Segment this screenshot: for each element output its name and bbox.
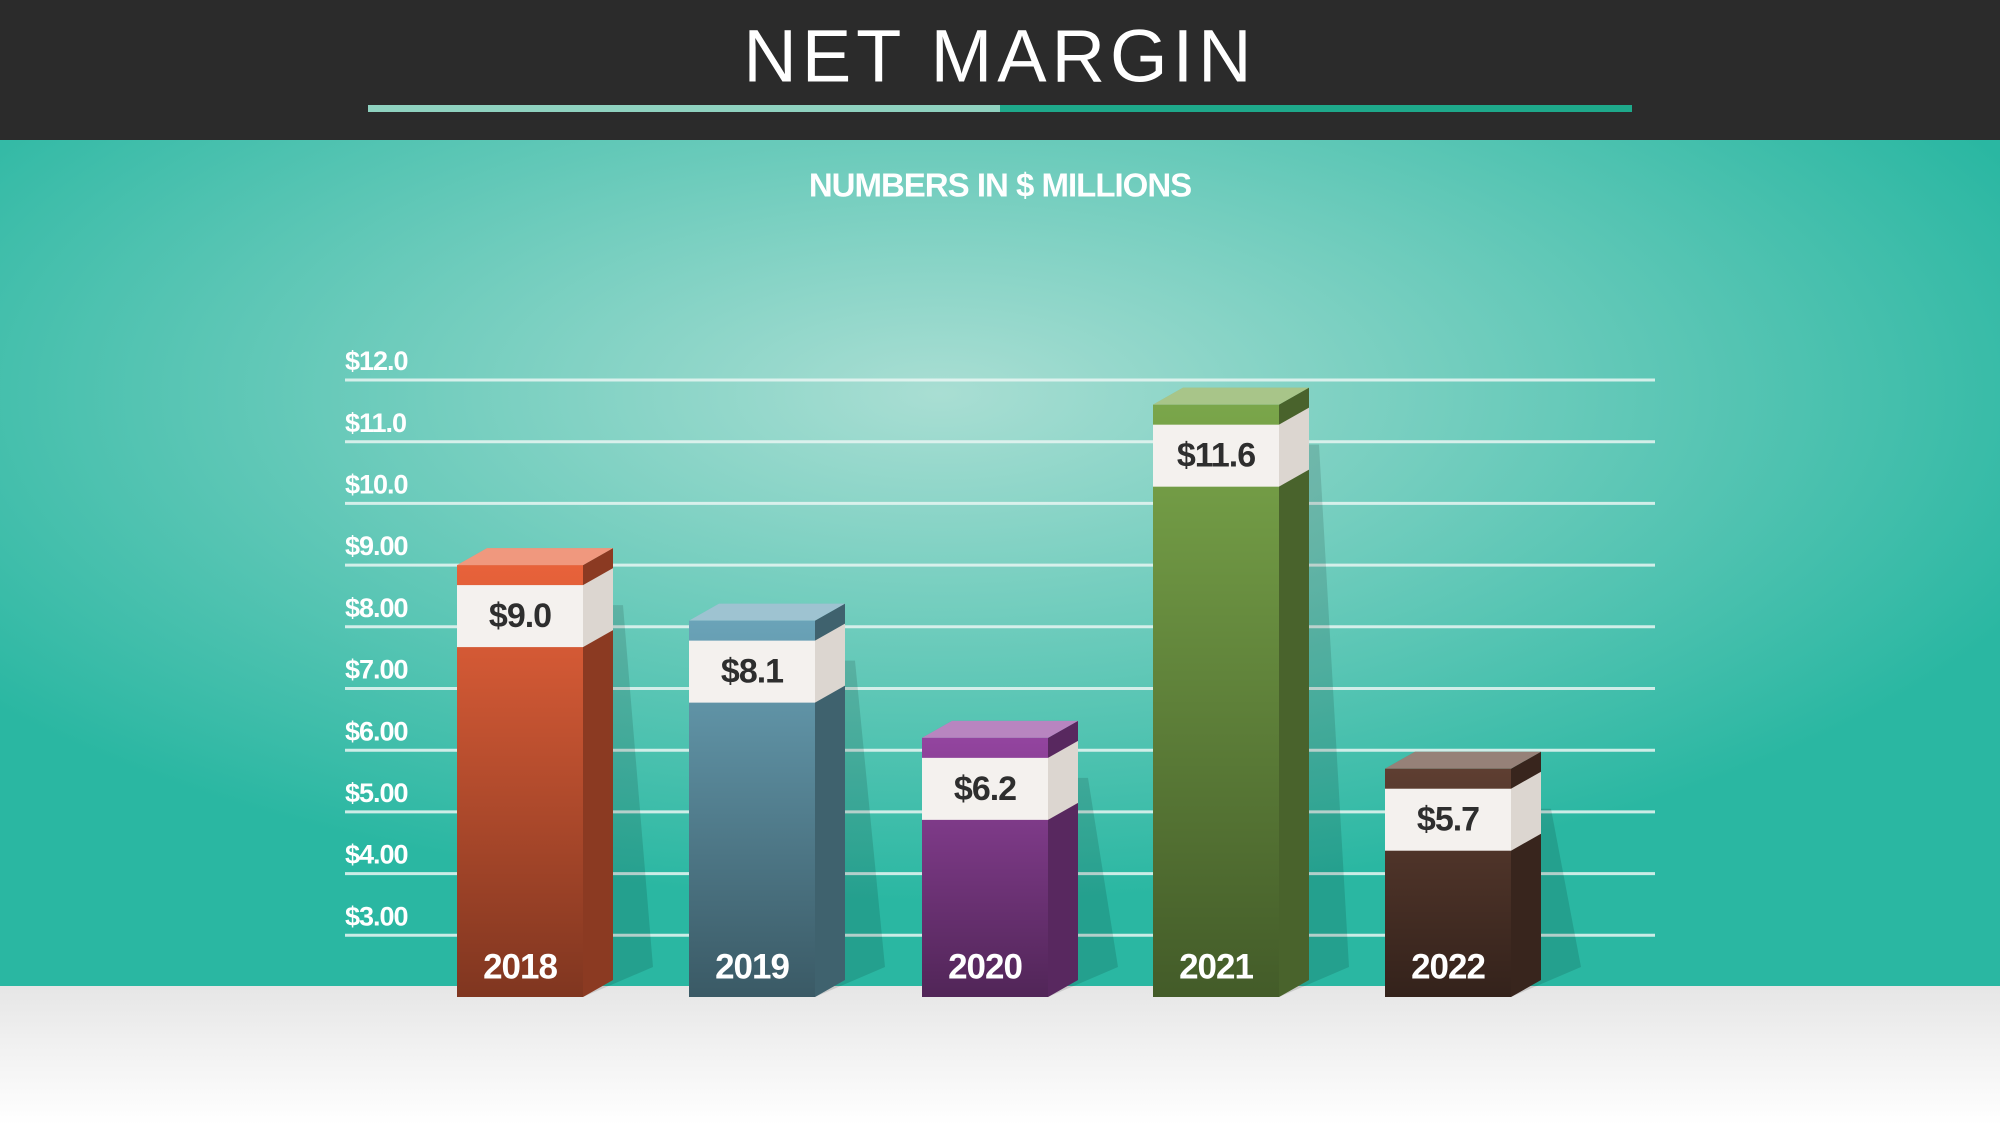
bar-top (1153, 387, 1309, 405)
bar-side-shade (1279, 387, 1309, 997)
value-label-band-side (583, 568, 613, 648)
title-underline (1000, 105, 1632, 112)
value-label-band (1153, 424, 1279, 487)
y-tick-label: $11.0 (345, 408, 406, 438)
y-tick-label: $7.00 (345, 655, 408, 685)
bar-top-light (457, 548, 613, 566)
chart-subtitle: NUMBERS IN $ MILLIONS (809, 167, 1191, 204)
bar-top (922, 720, 1078, 738)
x-tick-label: 2019 (715, 947, 789, 986)
y-tick-label: $12.0 (345, 346, 408, 376)
y-tick-label: $6.00 (345, 716, 408, 746)
x-tick-label: 2018 (483, 947, 557, 986)
value-label-band-side (815, 623, 845, 703)
bar-top (1385, 751, 1541, 769)
header (0, 0, 2000, 140)
bar-top-light (1153, 387, 1309, 405)
x-tick-label: 2020 (948, 947, 1022, 986)
y-tick-label: $5.00 (345, 778, 408, 808)
floor (0, 986, 2000, 1125)
bar-top-light (922, 720, 1078, 738)
value-label: $8.1 (721, 653, 783, 691)
y-tick-label: $4.00 (345, 840, 408, 870)
value-label-band (922, 757, 1048, 820)
bar-top-light (1385, 751, 1541, 769)
bar-side (1279, 387, 1309, 997)
bar-side-shade (583, 548, 613, 997)
bar-side (815, 603, 845, 997)
bar-side (583, 548, 613, 997)
bar-top-light (689, 603, 845, 621)
value-label: $11.6 (1177, 437, 1255, 475)
y-tick-label: $10.0 (345, 470, 408, 500)
x-tick-label: 2021 (1179, 947, 1253, 986)
chart-title: NET MARGIN (743, 15, 1256, 98)
title-underline (368, 105, 1000, 112)
bar-side-shade (815, 603, 845, 997)
y-tick-label: $8.00 (345, 593, 408, 623)
value-label-band-side (1279, 407, 1309, 487)
value-label-band (1385, 788, 1511, 851)
value-label-band (689, 640, 815, 703)
value-label-band (457, 585, 583, 648)
value-label-band-side (1048, 740, 1078, 820)
y-tick-label: $3.00 (345, 901, 408, 931)
bar-top (689, 603, 845, 621)
x-tick-label: 2022 (1411, 947, 1485, 986)
value-label: $6.2 (954, 770, 1016, 808)
y-tick-label: $9.00 (345, 531, 408, 561)
bar-top (457, 548, 613, 566)
value-label-band-side (1511, 771, 1541, 851)
bar-shade (1153, 404, 1279, 997)
value-label: $5.7 (1417, 801, 1479, 839)
value-label: $9.0 (489, 597, 551, 635)
